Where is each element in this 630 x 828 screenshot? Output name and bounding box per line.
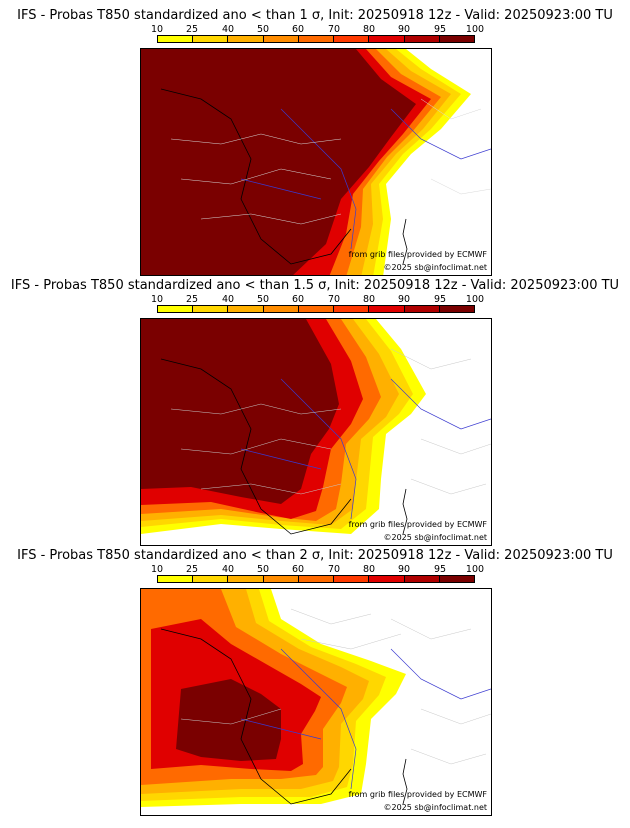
- copyright: ©2025 sb@infoclimat.net: [383, 533, 488, 542]
- colorbar-tick: 60: [291, 24, 305, 35]
- colorbar-swatch: [263, 36, 299, 42]
- colorbar-swatch: [263, 306, 299, 312]
- colorbar-tick: 70: [327, 294, 341, 305]
- colorbar-swatch: [228, 306, 264, 312]
- coastline: [160, 628, 408, 805]
- colorbar-tick: 10: [150, 564, 164, 575]
- admin-borders: [170, 348, 491, 495]
- colorbar-swatch: [193, 306, 229, 312]
- prob-field-95: [141, 49, 416, 275]
- rivers: [240, 648, 491, 790]
- colorbar-tick: 25: [185, 24, 199, 35]
- colorbar-tick: 100: [465, 24, 485, 35]
- colorbar-tick: 90: [397, 564, 411, 575]
- colorbar-swatch: [193, 576, 229, 582]
- data-credit: from grib files provided by ECMWF: [348, 790, 487, 799]
- colorbar-tick: 80: [362, 24, 376, 35]
- forecast-panel-3: IFS - Probas T850 standardized ano < tha…: [0, 548, 630, 820]
- prob-field-95: [141, 319, 339, 504]
- map-canvas: [141, 589, 491, 815]
- data-credit: from grib files provided by ECMWF: [348, 250, 487, 259]
- colorbar-tick: 50: [256, 564, 270, 575]
- colorbar-tick: 95: [433, 24, 447, 35]
- colorbar-swatch: [439, 306, 474, 312]
- colorbar-tick: 95: [433, 564, 447, 575]
- colorbar-swatch: [334, 306, 370, 312]
- colorbar-tick: 10: [150, 294, 164, 305]
- admin-borders: [170, 98, 491, 225]
- colorbar-swatch: [334, 36, 370, 42]
- colorbar-tick: 100: [465, 294, 485, 305]
- panel-title: IFS - Probas T850 standardized ano < tha…: [17, 548, 613, 563]
- colorbar: [157, 305, 475, 313]
- colorbar-swatch: [263, 576, 299, 582]
- colorbar-swatch: [158, 36, 194, 42]
- colorbar-swatch: [334, 576, 370, 582]
- colorbar-tick: 90: [397, 294, 411, 305]
- colorbar-tick: 40: [221, 294, 235, 305]
- colorbar-swatch: [369, 306, 405, 312]
- forecast-panel-2: IFS - Probas T850 standardized ano < tha…: [0, 278, 630, 550]
- colorbar-swatch: [404, 306, 440, 312]
- colorbar-tick: 70: [327, 24, 341, 35]
- colorbar-tick: 70: [327, 564, 341, 575]
- copyright: ©2025 sb@infoclimat.net: [383, 263, 488, 272]
- colorbar-tick: 100: [465, 564, 485, 575]
- prob-field-95: [176, 679, 281, 761]
- colorbar-tick: 80: [362, 294, 376, 305]
- colorbar-tick-labels: 10 25 40 50 60 70 80 90 95 100: [150, 294, 485, 305]
- colorbar-swatch: [404, 36, 440, 42]
- colorbar-swatch: [158, 306, 194, 312]
- map-canvas: [141, 319, 491, 545]
- copyright: ©2025 sb@infoclimat.net: [383, 803, 488, 812]
- colorbar-swatch: [404, 576, 440, 582]
- admin-borders: [180, 608, 491, 765]
- colorbar-swatch: [298, 36, 335, 42]
- colorbar-tick: 80: [362, 564, 376, 575]
- colorbar-tick: 60: [291, 294, 305, 305]
- colorbar-tick: 40: [221, 564, 235, 575]
- colorbar: [157, 575, 475, 583]
- colorbar-swatch: [158, 576, 194, 582]
- panel-title: IFS - Probas T850 standardized ano < tha…: [10, 278, 620, 293]
- rivers: [240, 108, 491, 250]
- probability-map[interactable]: from grib files provided by ECMWF ©2025 …: [140, 588, 492, 816]
- colorbar-swatch: [298, 306, 335, 312]
- colorbar: [157, 35, 475, 43]
- data-credit: from grib files provided by ECMWF: [348, 520, 487, 529]
- probability-map[interactable]: from grib files provided by ECMWF ©2025 …: [140, 48, 492, 276]
- coastline: [160, 88, 408, 265]
- colorbar-swatch: [439, 36, 474, 42]
- rivers: [240, 378, 491, 520]
- colorbar-tick: 90: [397, 24, 411, 35]
- colorbar-tick: 10: [150, 24, 164, 35]
- colorbar-swatch: [369, 576, 405, 582]
- colorbar-swatch: [439, 576, 474, 582]
- colorbar-swatch: [298, 576, 335, 582]
- probability-map[interactable]: from grib files provided by ECMWF ©2025 …: [140, 318, 492, 546]
- colorbar-swatch: [193, 36, 229, 42]
- colorbar-swatch: [369, 36, 405, 42]
- colorbar-tick: 25: [185, 564, 199, 575]
- colorbar-tick: 40: [221, 24, 235, 35]
- colorbar-tick: 95: [433, 294, 447, 305]
- colorbar-swatch: [228, 576, 264, 582]
- map-canvas: [141, 49, 491, 275]
- coastline: [160, 358, 408, 535]
- forecast-panel-1: IFS - Probas T850 standardized ano < tha…: [0, 8, 630, 280]
- colorbar-tick-labels: 10 25 40 50 60 70 80 90 95 100: [150, 24, 485, 35]
- panel-title: IFS - Probas T850 standardized ano < tha…: [17, 8, 613, 23]
- colorbar-tick-labels: 10 25 40 50 60 70 80 90 95 100: [150, 564, 485, 575]
- colorbar-swatch: [228, 36, 264, 42]
- colorbar-tick: 50: [256, 294, 270, 305]
- colorbar-tick: 25: [185, 294, 199, 305]
- colorbar-tick: 60: [291, 564, 305, 575]
- colorbar-tick: 50: [256, 24, 270, 35]
